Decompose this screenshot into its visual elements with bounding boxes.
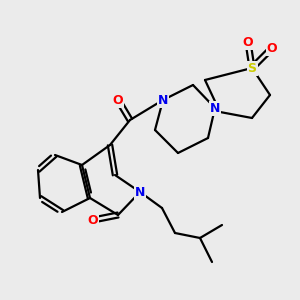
Text: S: S bbox=[248, 61, 256, 74]
Text: O: O bbox=[267, 41, 277, 55]
Text: N: N bbox=[210, 101, 220, 115]
Text: N: N bbox=[158, 94, 168, 106]
Polygon shape bbox=[213, 105, 220, 112]
Text: O: O bbox=[88, 214, 98, 226]
Text: O: O bbox=[113, 94, 123, 106]
Text: N: N bbox=[135, 185, 145, 199]
Text: O: O bbox=[243, 35, 253, 49]
